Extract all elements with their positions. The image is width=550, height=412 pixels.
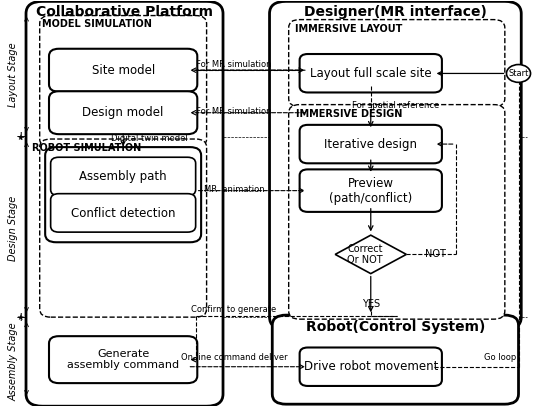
FancyBboxPatch shape xyxy=(49,49,197,91)
Text: Layout Stage: Layout Stage xyxy=(8,42,19,107)
FancyBboxPatch shape xyxy=(272,315,519,404)
Text: YES: YES xyxy=(362,299,380,309)
Text: Preview
(path/conflict): Preview (path/conflict) xyxy=(329,177,412,205)
Text: Design model: Design model xyxy=(82,106,164,119)
Text: Drive robot movement: Drive robot movement xyxy=(304,360,438,373)
Text: Digital twin model: Digital twin model xyxy=(111,133,188,143)
Text: Designer(MR interface): Designer(MR interface) xyxy=(304,5,487,19)
Text: Site model: Site model xyxy=(91,64,155,77)
Text: Collaborative Platform: Collaborative Platform xyxy=(36,5,213,19)
Text: For spatial reference: For spatial reference xyxy=(352,101,439,110)
Text: Iterative design: Iterative design xyxy=(324,138,417,151)
Text: IMMERSIVE LAYOUT: IMMERSIVE LAYOUT xyxy=(295,24,403,34)
Circle shape xyxy=(507,65,531,82)
FancyBboxPatch shape xyxy=(40,16,207,147)
Text: +: + xyxy=(15,131,26,143)
Text: Generate
assembly command: Generate assembly command xyxy=(67,349,179,370)
Text: For MR simulation: For MR simulation xyxy=(196,60,272,68)
FancyBboxPatch shape xyxy=(51,194,196,232)
Text: Layout full scale site: Layout full scale site xyxy=(310,67,432,80)
FancyBboxPatch shape xyxy=(26,1,223,406)
Text: MODEL SIMULATION: MODEL SIMULATION xyxy=(42,19,152,29)
Text: NOT: NOT xyxy=(426,249,447,260)
FancyBboxPatch shape xyxy=(49,336,197,383)
Text: ROBOT SIMULATION: ROBOT SIMULATION xyxy=(31,143,141,153)
FancyBboxPatch shape xyxy=(40,139,207,317)
Text: MR  animation: MR animation xyxy=(204,185,264,194)
Polygon shape xyxy=(335,235,406,274)
FancyBboxPatch shape xyxy=(45,147,201,242)
Text: IMMERSIVE DESIGN: IMMERSIVE DESIGN xyxy=(296,109,402,119)
Text: Go loop: Go loop xyxy=(484,353,516,363)
Text: On-line command deliver: On-line command deliver xyxy=(180,353,287,363)
Text: Assembly Stage: Assembly Stage xyxy=(8,322,19,401)
FancyBboxPatch shape xyxy=(289,20,505,107)
Text: +: + xyxy=(15,311,26,324)
Text: For MR simulation: For MR simulation xyxy=(196,107,272,115)
Text: Confirm to generate: Confirm to generate xyxy=(191,305,277,314)
Text: Correct
Or NOT: Correct Or NOT xyxy=(348,243,383,265)
Text: Conflict detection: Conflict detection xyxy=(71,206,175,220)
FancyBboxPatch shape xyxy=(300,169,442,212)
FancyBboxPatch shape xyxy=(300,347,442,386)
FancyBboxPatch shape xyxy=(49,91,197,134)
Text: Start: Start xyxy=(508,69,529,78)
FancyBboxPatch shape xyxy=(289,105,505,319)
FancyBboxPatch shape xyxy=(51,157,196,196)
FancyBboxPatch shape xyxy=(300,54,442,92)
FancyBboxPatch shape xyxy=(300,125,442,163)
FancyBboxPatch shape xyxy=(270,1,521,329)
Text: Assembly path: Assembly path xyxy=(79,170,167,183)
Text: ★: ★ xyxy=(17,133,24,141)
Text: Design Stage: Design Stage xyxy=(8,195,19,261)
Text: Robot(Control System): Robot(Control System) xyxy=(306,320,485,334)
Text: ★: ★ xyxy=(17,313,24,322)
